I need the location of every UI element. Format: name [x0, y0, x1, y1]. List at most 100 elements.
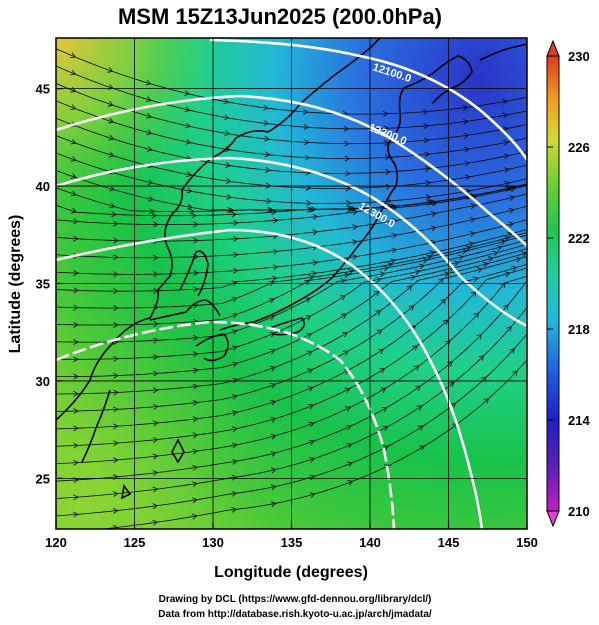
streamline-arrow	[233, 251, 239, 258]
streamline	[56, 48, 527, 115]
streamline-arrow	[186, 171, 193, 178]
streamline-arrow	[231, 490, 238, 497]
streamline-arrow	[153, 370, 159, 377]
streamline-arrow	[109, 202, 116, 209]
streamline-arrow	[309, 492, 316, 498]
streamline-arrow	[535, 235, 540, 240]
streamline-arrow	[483, 398, 490, 404]
streamline-arrow	[509, 348, 515, 354]
streamline-arrow	[153, 403, 159, 410]
streamline-arrow	[304, 297, 311, 303]
streamline-arrow	[377, 348, 384, 355]
streamline-arrow	[191, 497, 198, 504]
streamline-arrow	[147, 195, 154, 202]
streamline-arrow	[113, 237, 119, 244]
streamline-arrow	[231, 377, 238, 384]
lon-tick-label: 130	[202, 535, 224, 550]
streamline-arrow	[231, 442, 238, 449]
credits: Drawing by DCL (https://www.gfd-dennou.o…	[80, 592, 510, 622]
streamline-arrow	[308, 404, 315, 410]
streamline-arrow	[73, 321, 79, 328]
streamline-arrow	[531, 241, 536, 246]
streamline-arrow	[450, 402, 457, 408]
streamline-arrow	[70, 190, 77, 197]
streamline-arrow	[339, 295, 346, 301]
streamline-arrow	[373, 290, 380, 297]
lat-tick-label: 40	[36, 179, 50, 194]
streamline	[56, 183, 527, 217]
streamline	[56, 193, 527, 242]
colorbar-max-arrow	[546, 39, 560, 57]
streamline-arrow	[265, 166, 271, 173]
streamline-arrow	[231, 361, 238, 368]
latitude-ticks: 25 30 35 40 45	[36, 82, 63, 486]
streamline-arrow	[344, 155, 351, 162]
streamline-arrow	[113, 355, 119, 362]
streamline-arrow	[73, 459, 79, 466]
streamline-arrow	[508, 221, 515, 228]
streamline-arrow	[502, 126, 509, 133]
streamline-arrow	[113, 406, 119, 413]
streamline	[56, 184, 527, 225]
streamline-arrow	[531, 295, 536, 300]
streamline	[56, 232, 527, 309]
streamline-arrow	[73, 235, 79, 242]
streamline-arrow	[312, 229, 319, 236]
map-title: MSM 15Z13Jun2025 (200.0hPa)	[117, 4, 443, 29]
streamline-arrow	[538, 270, 543, 275]
streamline-arrow	[502, 112, 509, 119]
streamline	[56, 248, 527, 377]
streamline-arrow	[504, 271, 511, 278]
streamline-arrow	[73, 511, 79, 518]
credit-drawing: Drawing by DCL (https://www.gfd-dennou.o…	[158, 594, 432, 605]
streamline	[56, 100, 527, 159]
streamline-arrow	[112, 524, 119, 529]
colorbar-min-arrow	[546, 510, 560, 528]
streamline-arrow	[423, 137, 430, 144]
streamline-arrow	[70, 52, 76, 58]
streamline	[56, 135, 527, 189]
streamline-arrow	[341, 332, 348, 338]
streamline-arrow	[231, 426, 238, 433]
streamline-arrow	[231, 313, 238, 319]
streamline-arrow	[231, 394, 238, 400]
streamline	[56, 333, 527, 517]
streamline-arrow	[501, 99, 508, 105]
streamline-arrow	[340, 278, 347, 284]
streamline-arrow	[352, 239, 358, 246]
streamline-arrow	[430, 211, 437, 217]
streamline-arrow	[231, 410, 238, 416]
streamline-arrow	[345, 425, 352, 431]
streamline-arrow	[233, 220, 239, 226]
streamline	[56, 275, 527, 465]
streamline-arrow	[70, 69, 77, 76]
streamline-arrow	[509, 195, 516, 201]
streamline-arrow	[306, 200, 312, 207]
streamline-arrow	[146, 112, 153, 119]
streamline-arrow	[347, 480, 354, 486]
streamline-arrow	[496, 245, 503, 251]
streamline-arrow	[269, 332, 276, 338]
streamline-arrow	[186, 187, 193, 194]
streamline-arrow	[192, 383, 199, 390]
streamline-arrow	[470, 203, 477, 210]
streamline-arrow	[387, 262, 393, 268]
streamline-arrow	[192, 399, 199, 406]
streamline-arrow	[503, 235, 510, 242]
streamline-arrow	[383, 125, 390, 132]
streamline-arrow	[346, 461, 353, 468]
streamline-arrow	[391, 232, 398, 239]
streamline	[56, 65, 527, 130]
streamline-arrow	[268, 298, 275, 304]
streamline-arrow	[539, 229, 544, 234]
streamline-arrow	[345, 406, 352, 412]
streamline-arrow	[153, 271, 159, 278]
streamline-arrow	[410, 325, 417, 331]
streamline-arrow	[225, 162, 232, 168]
streamline-arrow	[270, 433, 277, 440]
streamline-arrow	[189, 208, 195, 215]
streamline-arrow	[465, 245, 472, 252]
streamline-arrow	[193, 270, 199, 277]
streamline-arrow	[73, 390, 79, 397]
streamline-arrow	[192, 416, 199, 423]
